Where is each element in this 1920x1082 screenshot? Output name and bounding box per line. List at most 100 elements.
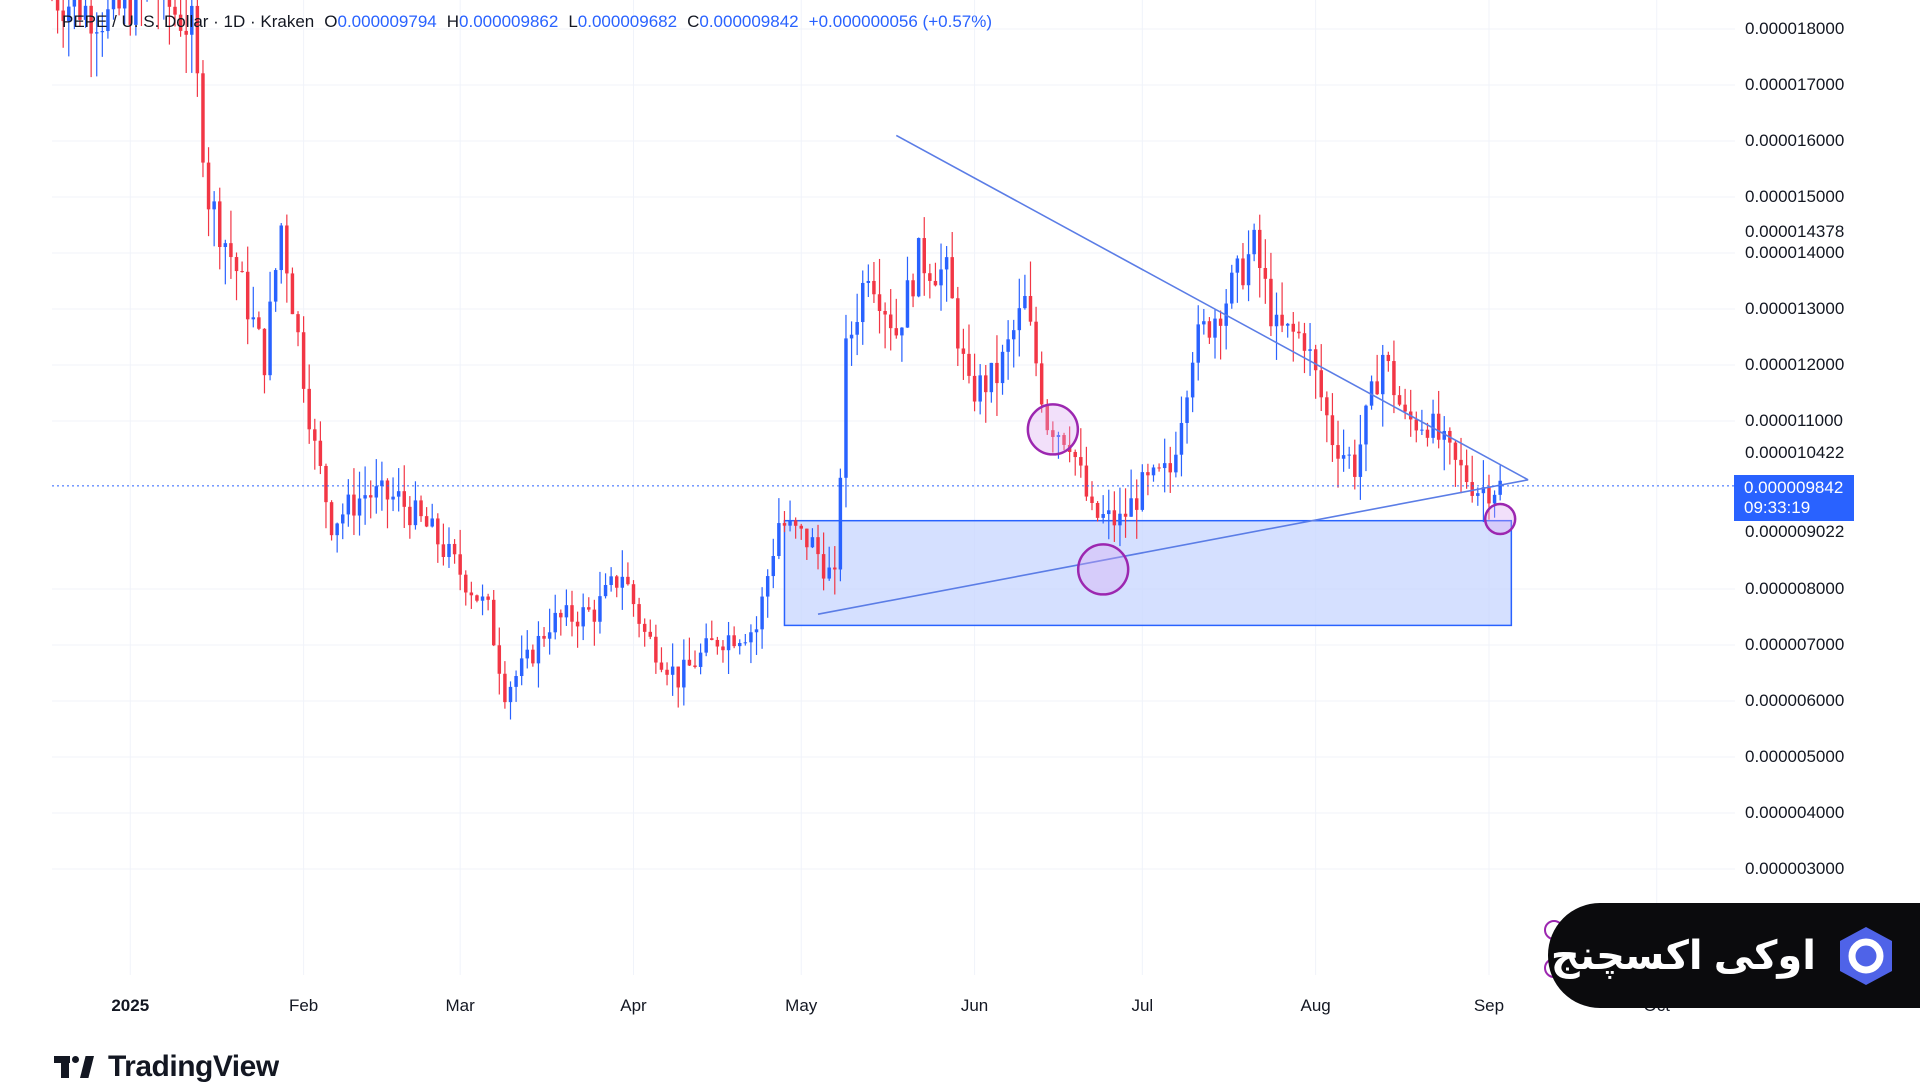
symbol-title[interactable]: PEPE / U. S. Dollar · 1D · Kraken [62, 12, 315, 31]
candle-body [855, 322, 859, 335]
candle-body [1397, 395, 1402, 405]
candle-body [1174, 454, 1178, 473]
tradingview-mark-icon [54, 1056, 100, 1078]
candle-body [301, 332, 306, 389]
high-value: 0.000009862 [459, 12, 559, 31]
price-tick-label: 0.000013000 [1745, 299, 1845, 318]
candle-body [1420, 429, 1424, 431]
candle-body [1252, 229, 1256, 255]
price-tick-label: 0.000006000 [1745, 691, 1845, 710]
candle-body [1476, 493, 1480, 496]
candle-body [637, 604, 641, 624]
candle-body [100, 31, 105, 33]
candle-body [229, 243, 233, 258]
tradingview-logo[interactable]: TradingView [54, 1052, 279, 1082]
candle-body [799, 525, 803, 529]
candle-body [894, 328, 899, 336]
candle-body [1168, 463, 1173, 473]
candle-body [1297, 331, 1301, 334]
candle-body [491, 599, 496, 646]
candle-body [916, 238, 921, 297]
candle-body [698, 652, 703, 667]
candle-body [1185, 397, 1189, 423]
candle-body [614, 576, 619, 588]
candle-body [693, 665, 697, 667]
candle-body [1436, 413, 1441, 440]
candle-body [928, 273, 932, 281]
candle-body [296, 314, 300, 333]
candle-body [190, 5, 194, 35]
change-value: +0.000000056 (+0.57%) [808, 12, 993, 31]
candle-body [788, 520, 792, 526]
candle-body [1381, 354, 1385, 395]
candle-body [1431, 413, 1435, 438]
candle-body [391, 496, 395, 500]
highlight-circle [1483, 502, 1517, 536]
candle-body [710, 638, 714, 640]
candle-body [648, 631, 653, 637]
low-value: 0.000009682 [577, 12, 678, 31]
candle-body [1045, 404, 1049, 431]
okx-hex-icon [1840, 926, 1892, 985]
candle-body [1146, 472, 1150, 476]
candle-body [212, 201, 216, 210]
exchange-badge[interactable]: اوکی اکسچنج [1548, 903, 1920, 1008]
candle-body [749, 632, 753, 643]
candle-body [1190, 362, 1195, 398]
candle-body [547, 632, 552, 639]
time-tick-label: Feb [288, 996, 319, 1015]
candle-body [1218, 318, 1223, 326]
candle-body [1330, 415, 1335, 446]
candle-body [128, 0, 133, 25]
candle-body [72, 0, 77, 7]
candle-body [1084, 465, 1089, 497]
candle-body [1051, 430, 1055, 437]
candle-body [1358, 444, 1363, 477]
candle-body [531, 649, 535, 664]
candle-body [581, 607, 585, 627]
candle-body [245, 271, 250, 320]
candle-body [514, 676, 518, 687]
candle-body [335, 523, 339, 536]
ohlc-legend: PEPE / U. S. Dollar · 1D · Kraken O0.000… [62, 12, 992, 32]
candle-body [553, 612, 557, 633]
price-tick-label: 0.000017000 [1745, 75, 1845, 94]
candle-body [1364, 405, 1368, 445]
candle-body [995, 362, 999, 384]
candle-body [1112, 510, 1117, 526]
candle-body [905, 280, 910, 328]
candle-body [765, 576, 770, 597]
candle-body [603, 585, 608, 597]
candle-body [1056, 435, 1061, 437]
candle-body [173, 6, 177, 15]
candle-body [1308, 349, 1312, 351]
candle-body [1403, 404, 1407, 412]
candle-body [89, 5, 93, 34]
candle-body [1039, 363, 1044, 405]
candle-body [1034, 321, 1038, 364]
candle-body [1442, 430, 1446, 440]
candle-body [324, 465, 328, 503]
candle-body [363, 495, 367, 499]
candle-body [55, 0, 60, 11]
candle-body [206, 162, 211, 210]
candle-body [900, 327, 904, 336]
candle-body [1258, 229, 1262, 268]
candle-body [122, 0, 127, 9]
highlight-circle [1076, 543, 1130, 596]
candle-body [1263, 267, 1268, 279]
price-tick-label: 0.000010422 [1745, 443, 1845, 463]
candle-body [1341, 455, 1346, 459]
candle-body [83, 5, 88, 20]
candle-body [793, 520, 798, 526]
candle-body [251, 317, 256, 320]
candle-body [670, 666, 675, 675]
price-tick-label: 0.000009022 [1745, 521, 1845, 541]
high-label: H [446, 12, 460, 31]
exchange-brand-text: اوکی اکسچنج [1550, 933, 1816, 978]
time-tick-label: Aug [1300, 996, 1331, 1015]
candle-body [1392, 361, 1396, 396]
candle-body [341, 514, 345, 524]
candle-body [721, 646, 725, 651]
